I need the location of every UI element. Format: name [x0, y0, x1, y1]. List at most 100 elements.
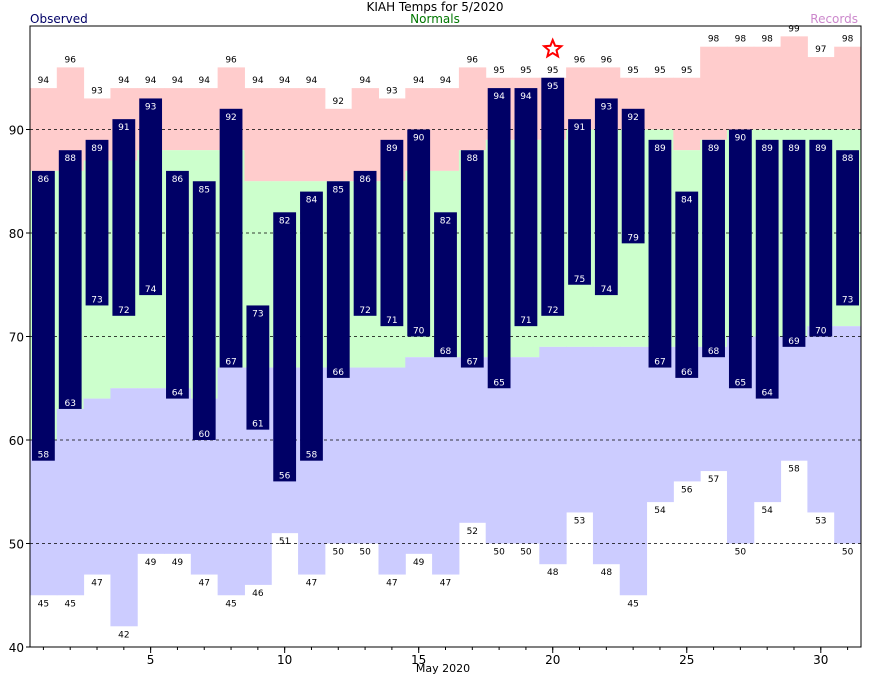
- record-high-band: [700, 46, 728, 140]
- record-low-band: [110, 388, 138, 627]
- observed-low-label: 56: [279, 471, 291, 481]
- observed-high-label: 89: [761, 144, 773, 154]
- record-high-label: 93: [386, 86, 397, 96]
- observed-low-label: 66: [681, 368, 693, 378]
- y-tick-label: 50: [9, 538, 24, 552]
- observed-high-label: 89: [708, 144, 720, 154]
- record-high-label: 98: [761, 35, 773, 45]
- observed-bar: [460, 150, 484, 368]
- legend-records: Records: [810, 12, 858, 26]
- record-high-label: 95: [681, 66, 692, 76]
- record-high-label: 94: [252, 76, 264, 86]
- observed-low-label: 58: [306, 451, 318, 461]
- record-high-label: 95: [654, 66, 665, 76]
- x-tick-label: 30: [813, 653, 828, 667]
- observed-bar: [755, 139, 779, 399]
- observed-low-label: 61: [252, 420, 263, 430]
- record-low-label: 46: [252, 589, 264, 599]
- record-low-label: 47: [91, 579, 102, 589]
- observed-high-label: 84: [306, 196, 318, 206]
- observed-high-label: 88: [842, 154, 854, 164]
- record-high-label: 94: [279, 76, 291, 86]
- observed-low-label: 71: [520, 316, 531, 326]
- record-low-label: 45: [64, 599, 75, 609]
- record-low-band: [512, 357, 540, 544]
- x-tick-label: 20: [545, 653, 560, 667]
- observed-bar: [434, 212, 457, 358]
- observed-bar: [353, 170, 377, 316]
- legend-normals: Normals: [410, 12, 460, 26]
- observed-low-label: 69: [788, 337, 800, 347]
- record-low-label: 54: [761, 506, 773, 516]
- record-low-label: 47: [199, 579, 210, 589]
- observed-low-label: 79: [627, 233, 639, 243]
- y-tick-label: 80: [9, 227, 24, 241]
- record-high-label: 94: [38, 76, 50, 86]
- record-low-band: [30, 440, 58, 596]
- observed-bar: [273, 212, 297, 482]
- record-high-band: [164, 88, 192, 151]
- observed-low-label: 68: [440, 347, 452, 357]
- observed-low-label: 68: [708, 347, 720, 357]
- observed-bar: [139, 98, 163, 296]
- observed-low-label: 74: [601, 285, 613, 295]
- observed-bar: [380, 139, 404, 327]
- record-low-band: [539, 346, 567, 565]
- observed-low-label: 66: [333, 368, 345, 378]
- observed-high-label: 86: [172, 175, 184, 185]
- observed-high-label: 89: [91, 144, 103, 154]
- observed-bar: [514, 88, 538, 327]
- observed-low-label: 64: [761, 389, 773, 399]
- observed-high-label: 88: [467, 154, 479, 164]
- observed-bar: [541, 77, 565, 316]
- observed-high-label: 93: [601, 102, 612, 112]
- observed-bar: [648, 139, 672, 368]
- observed-low-label: 70: [815, 327, 827, 337]
- observed-high-label: 85: [199, 185, 210, 195]
- record-high-band: [324, 108, 353, 182]
- y-tick-label: 70: [9, 331, 24, 345]
- record-high-label: 96: [601, 55, 613, 65]
- record-high-band: [673, 77, 701, 151]
- x-tick-label: 25: [679, 653, 694, 667]
- x-tick-label: 15: [411, 653, 426, 667]
- observed-low-label: 72: [118, 306, 129, 316]
- observed-bar: [568, 119, 591, 285]
- record-high-label: 92: [333, 97, 344, 107]
- record-low-band: [164, 388, 192, 554]
- observed-high-label: 90: [413, 134, 425, 144]
- observed-bar: [836, 150, 859, 306]
- observed-high-label: 92: [627, 113, 638, 123]
- record-high-label: 95: [520, 66, 531, 76]
- record-low-band: [137, 388, 165, 554]
- record-low-band: [592, 346, 621, 565]
- y-tick-label: 40: [9, 641, 24, 655]
- observed-low-label: 67: [467, 358, 478, 368]
- observed-bar: [782, 139, 806, 347]
- observed-low-label: 74: [145, 285, 157, 295]
- observed-low-label: 67: [225, 358, 236, 368]
- record-low-band: [378, 367, 406, 575]
- record-high-label: 96: [64, 55, 76, 65]
- observed-low-label: 60: [199, 430, 211, 440]
- record-high-band: [753, 46, 782, 130]
- record-low-band: [83, 398, 111, 575]
- observed-bar: [675, 191, 699, 378]
- record-high-label: 95: [493, 66, 504, 76]
- observed-high-label: 86: [38, 175, 50, 185]
- observed-bar: [407, 129, 431, 337]
- observed-bar: [594, 98, 618, 296]
- observed-bar: [58, 150, 82, 409]
- record-low-band: [619, 346, 648, 596]
- record-high-label: 94: [172, 76, 184, 86]
- record-low-label: 53: [815, 516, 826, 526]
- record-high-label: 94: [199, 76, 211, 86]
- record-low-label: 52: [467, 527, 478, 537]
- record-high-label: 94: [306, 76, 318, 86]
- record-low-label: 47: [440, 579, 451, 589]
- observed-high-label: 91: [574, 123, 585, 133]
- record-low-band: [56, 408, 85, 596]
- record-low-label: 50: [359, 548, 371, 558]
- observed-low-label: 67: [654, 358, 665, 368]
